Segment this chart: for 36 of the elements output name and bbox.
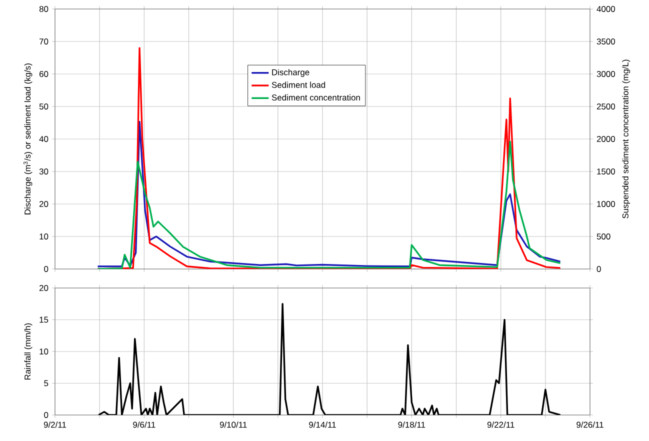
y2-tick-label: 3000 <box>596 71 616 77</box>
y2-tick-label: 0 <box>596 266 601 272</box>
y2-tick-label: 4000 <box>596 6 616 12</box>
y-axis-title: Rainfall (mm/h) <box>24 323 32 380</box>
x-tick-label: 9/14/11 <box>309 422 336 428</box>
y2-tick-label: 2000 <box>596 136 616 142</box>
legend-label: Discharge <box>272 69 310 77</box>
y-tick-label: 30 <box>39 168 48 174</box>
x-tick-label: 9/6/11 <box>133 422 156 428</box>
y-tick-label: 5 <box>44 380 48 386</box>
y-tick-label: 50 <box>39 104 48 110</box>
y-tick-label: 70 <box>40 38 48 44</box>
y-axis-title: Discharge (m$^{3}$/s) or sediment load (kg/s) <box>24 64 32 214</box>
y-tick-label: 60 <box>40 71 48 77</box>
y2-tick-label: 1500 <box>597 168 616 174</box>
y-tick-label: 15 <box>40 316 48 323</box>
y2-tick-label: 500 <box>596 234 610 240</box>
y-tick-label: 80 <box>39 6 48 12</box>
y2-tick-label: 3500 <box>596 38 616 44</box>
y-tick-label: 0 <box>44 266 48 272</box>
y2-tick-label: 2500 <box>596 104 616 110</box>
x-tick-label: 9/18/11 <box>398 422 426 428</box>
y-tick-label: 20 <box>39 201 48 207</box>
y-tick-label: 40 <box>39 136 48 142</box>
legend-label: Sediment load <box>272 82 326 88</box>
x-tick-label: 9/22/11 <box>487 422 514 428</box>
legend-label: Sediment concentration <box>272 94 360 101</box>
y-tick-label: 0 <box>44 412 48 418</box>
y-tick-label: 10 <box>40 348 48 354</box>
x-tick-label: 9/10/11 <box>220 422 247 428</box>
y2-tick-label: 1000 <box>597 201 616 207</box>
x-tick-label: 9/2/11 <box>44 422 66 428</box>
y-tick-label: 20 <box>39 285 48 291</box>
y-tick-label: 10 <box>40 234 48 240</box>
y2-axis-title: Suspended sediment concentration (mg/L) <box>622 60 630 218</box>
x-tick-label: 9/26/11 <box>576 422 604 428</box>
